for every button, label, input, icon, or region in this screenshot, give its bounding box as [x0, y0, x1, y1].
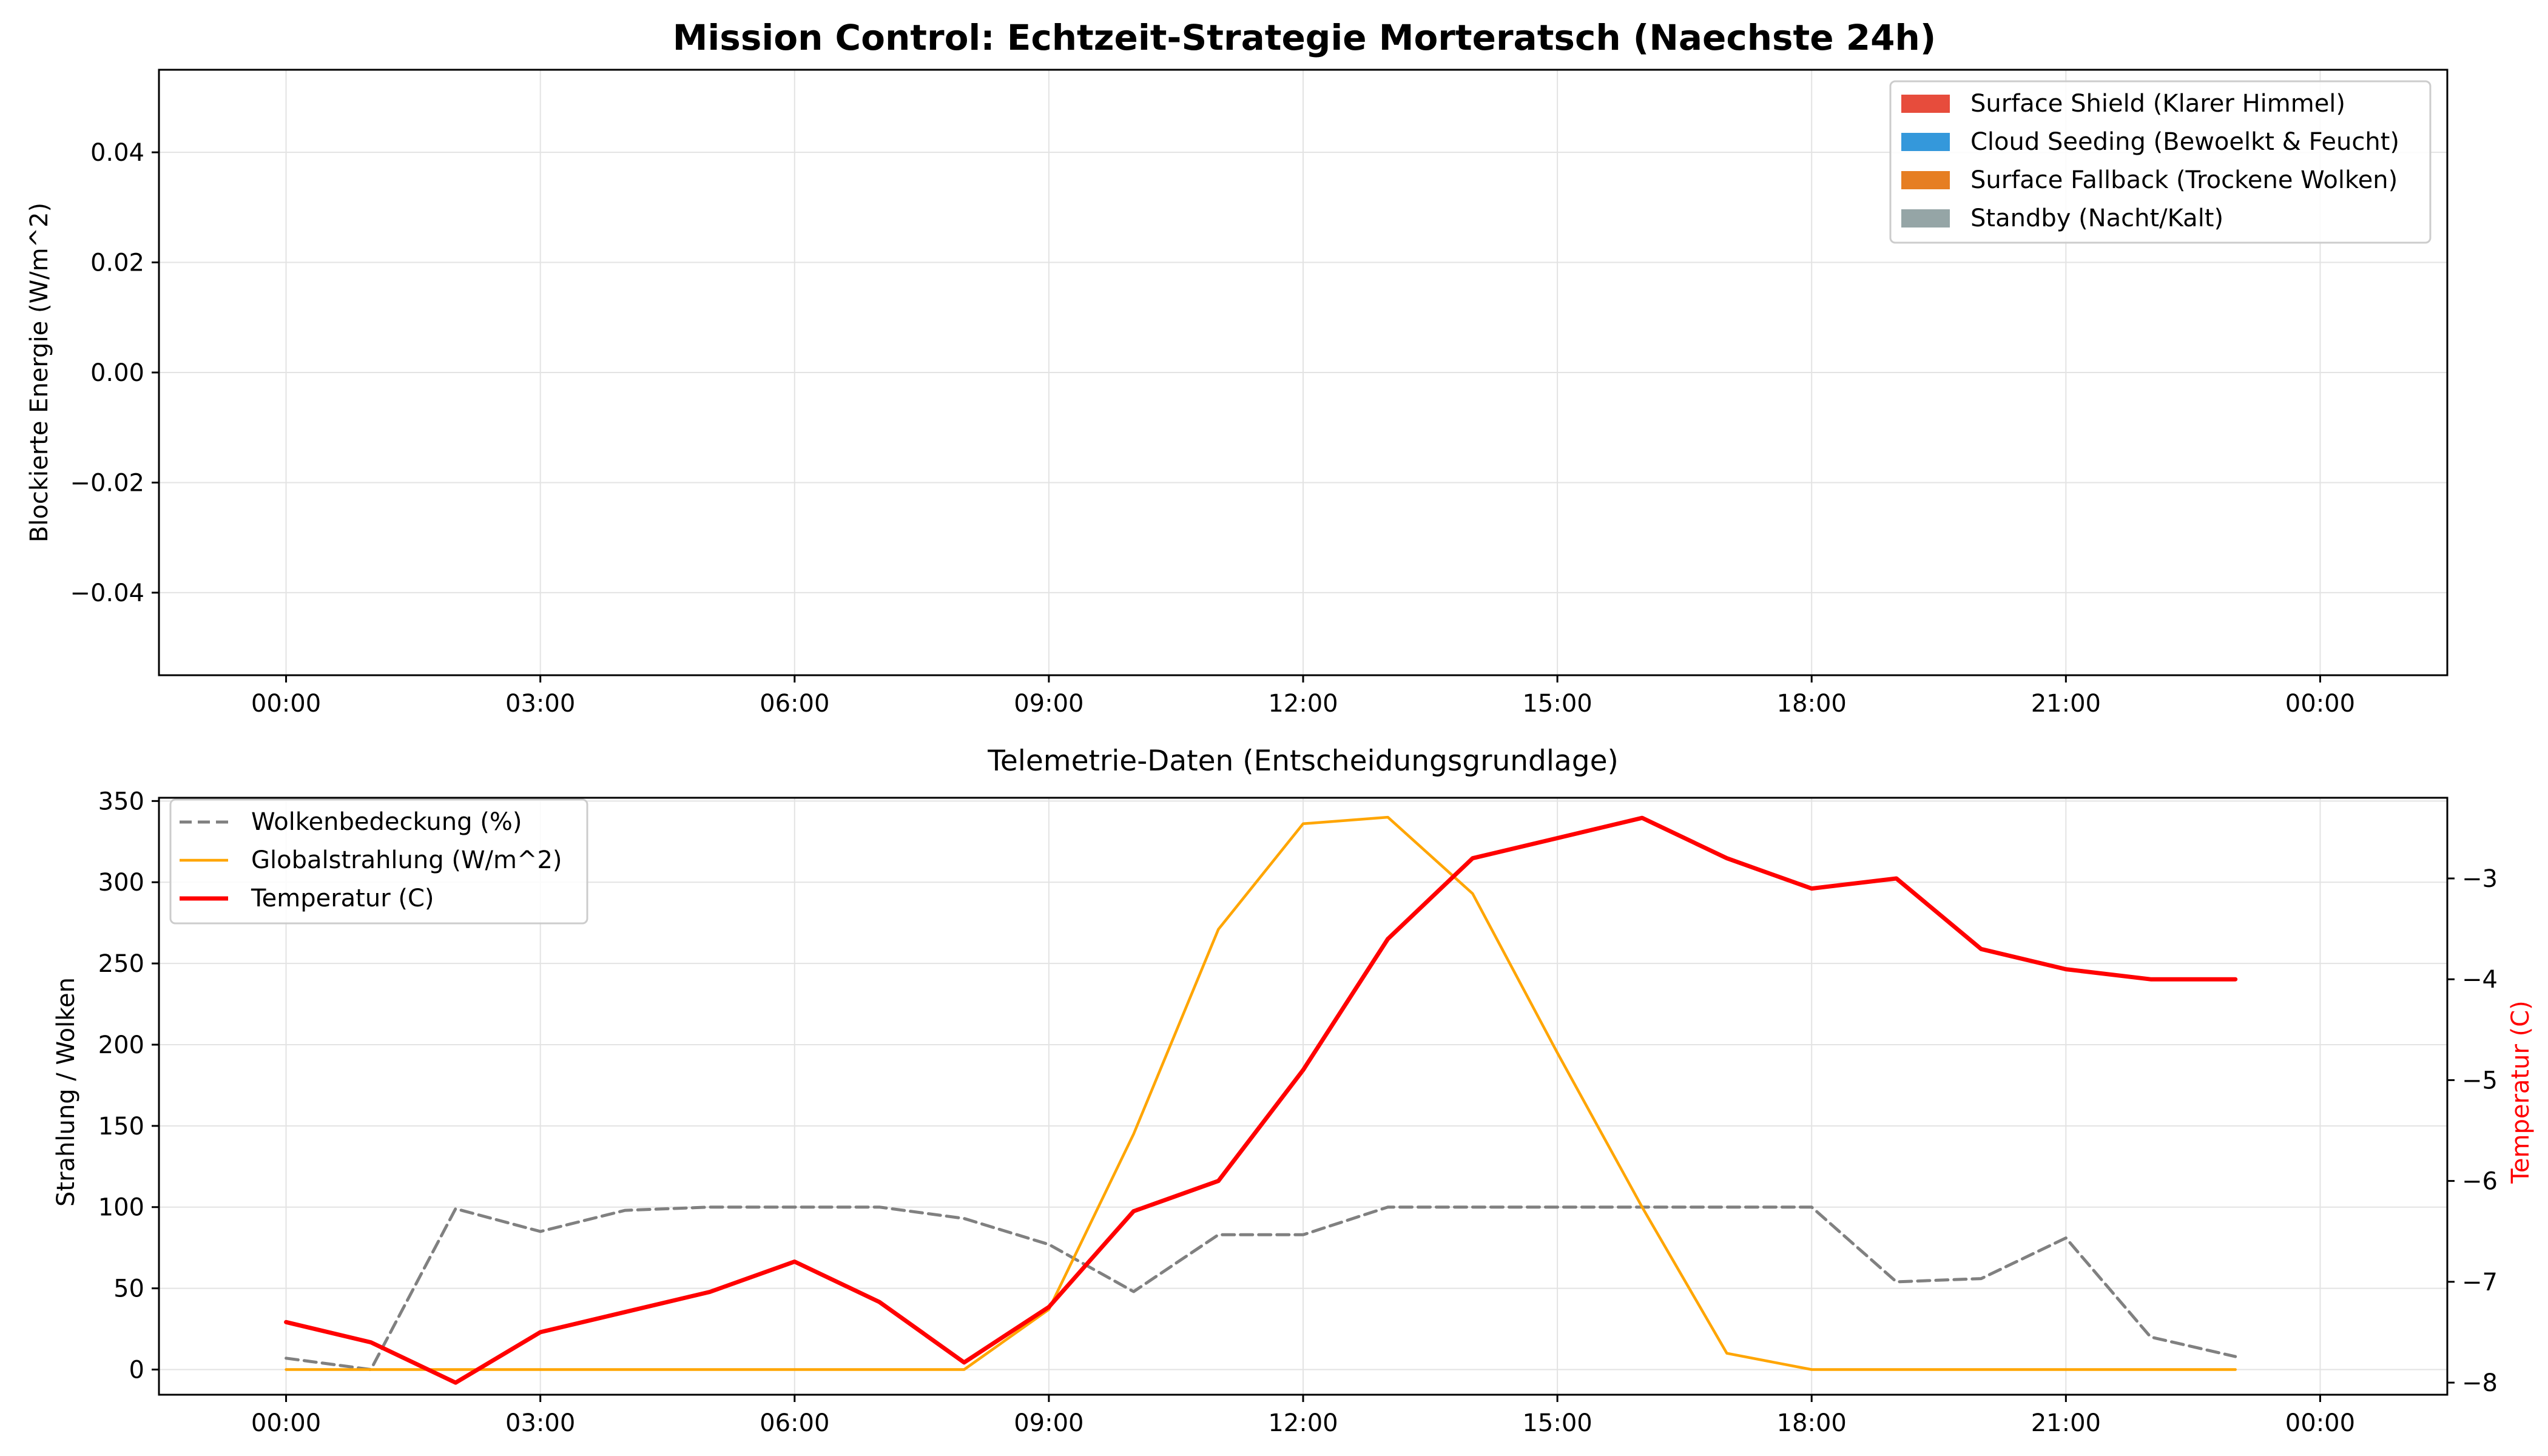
top-legend-label: Surface Fallback (Trockene Wolken): [1970, 166, 2398, 194]
top-legend-label: Standby (Nacht/Kalt): [1970, 204, 2223, 232]
bottom-right-y-tick-label: −7: [2462, 1269, 2498, 1296]
top-x-tick-label: 18:00: [1777, 690, 1847, 718]
top-legend-label: Surface Shield (Klarer Himmel): [1970, 90, 2345, 118]
bottom-x-tick-label: 09:00: [1014, 1409, 1084, 1437]
bottom-x-tick-label: 06:00: [760, 1409, 829, 1437]
top-legend-swatch: [1901, 95, 1950, 113]
bottom-x-tick-label: 00:00: [251, 1409, 321, 1437]
bottom-legend-label: Temperatur (C): [251, 885, 434, 912]
bottom-right-y-tick-label: −3: [2462, 865, 2498, 893]
top-y-tick-label: 0.00: [90, 359, 144, 387]
bottom-x-tick-label: 21:00: [2031, 1409, 2101, 1437]
bottom-x-tick-label: 15:00: [1522, 1409, 1592, 1437]
bottom-chart-title: Telemetrie-Daten (Entscheidungsgrundlage…: [987, 744, 1619, 778]
bottom-x-tick-label: 00:00: [2285, 1409, 2355, 1437]
top-y-tick-label: −0.02: [70, 469, 144, 497]
top-legend-label: Cloud Seeding (Bewoelkt & Feucht): [1970, 128, 2399, 156]
bottom-right-y-axis-label: Temperatur (C): [2507, 1000, 2535, 1184]
top-y-tick-label: 0.04: [90, 139, 144, 167]
bottom-left-y-tick-label: 50: [113, 1275, 144, 1303]
bottom-x-tick-label: 18:00: [1777, 1409, 1847, 1437]
top-x-tick-label: 03:00: [505, 690, 575, 718]
bottom-x-tick-label: 12:00: [1268, 1409, 1338, 1437]
top-x-tick-label: 06:00: [760, 690, 829, 718]
figure-title: Mission Control: Echtzeit-Strategie Mort…: [673, 17, 1936, 58]
bottom-right-y-tick-label: −6: [2462, 1168, 2498, 1196]
top-y-tick-label: −0.04: [70, 579, 144, 607]
top-x-tick-label: 00:00: [251, 690, 321, 718]
bottom-left-y-axis-label: Strahlung / Wolken: [52, 977, 80, 1207]
top-legend: Surface Shield (Klarer Himmel) Cloud Seed…: [1890, 81, 2430, 243]
bottom-left-y-tick-label: 100: [98, 1194, 144, 1222]
bottom-legend: Wolkenbedeckung (%) Globalstrahlung (W/m^…: [170, 800, 587, 923]
top-legend-swatch: [1901, 171, 1950, 189]
top-y-tick-label: 0.02: [90, 249, 144, 277]
top-legend-swatch: [1901, 209, 1950, 228]
bottom-right-y-tick-label: −8: [2462, 1369, 2498, 1397]
bottom-left-y-tick-label: 250: [98, 950, 144, 978]
bottom-x-tick-label: 03:00: [505, 1409, 575, 1437]
bottom-legend-label: Wolkenbedeckung (%): [251, 808, 522, 836]
bottom-left-y-tick-label: 200: [98, 1031, 144, 1059]
bottom-left-y-tick-label: 150: [98, 1113, 144, 1141]
bottom-left-y-tick-label: 300: [98, 869, 144, 897]
top-x-tick-label: 09:00: [1014, 690, 1084, 718]
bottom-left-y-tick-label: 350: [98, 787, 144, 815]
top-x-tick-label: 12:00: [1268, 690, 1338, 718]
bottom-legend-label: Globalstrahlung (W/m^2): [251, 846, 562, 874]
top-legend-swatch: [1901, 133, 1950, 151]
top-x-tick-label: 00:00: [2285, 690, 2355, 718]
bottom-right-y-tick-label: −4: [2462, 966, 2498, 994]
bottom-right-y-tick-label: −5: [2462, 1067, 2498, 1094]
top-x-tick-label: 15:00: [1522, 690, 1592, 718]
bottom-left-y-tick-label: 0: [129, 1356, 144, 1384]
top-x-tick-label: 21:00: [2031, 690, 2101, 718]
figure: Mission Control: Echtzeit-Strategie Mort…: [0, 0, 2548, 1456]
top-y-axis-label: Blockierte Energie (W/m^2): [25, 203, 53, 542]
